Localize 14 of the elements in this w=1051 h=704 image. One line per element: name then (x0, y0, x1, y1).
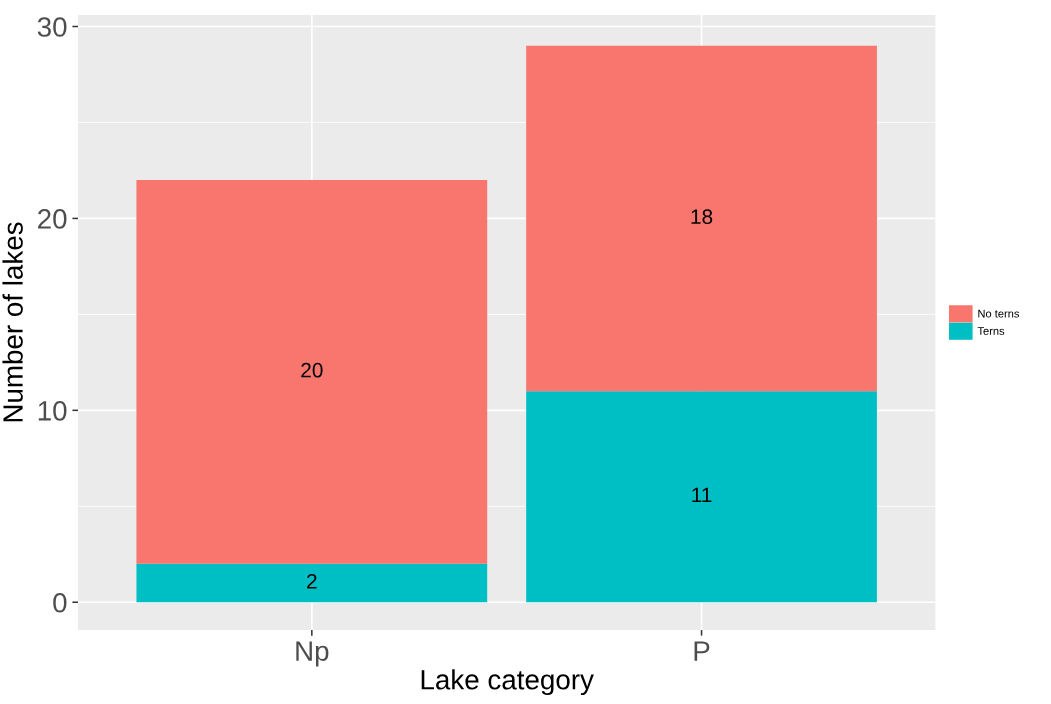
x-tick-label: P (694, 641, 710, 661)
y-tick-label: 20 (38, 209, 67, 229)
data-label: 2 (307, 573, 317, 589)
data-label: 18 (691, 209, 713, 225)
x-axis-title: Lake category (421, 669, 594, 696)
data-label: 11 (692, 487, 712, 503)
y-axis-title: Number of lakes (2, 222, 23, 422)
y-tick-label: 10 (38, 401, 67, 421)
data-label: 20 (301, 362, 323, 378)
y-tick-label: 30 (37, 17, 67, 37)
legend-label: Terns (977, 327, 1005, 335)
x-tick-label: Np (296, 641, 329, 667)
y-tick-label: 0 (53, 592, 67, 613)
legend-label: No terns (978, 309, 1020, 318)
